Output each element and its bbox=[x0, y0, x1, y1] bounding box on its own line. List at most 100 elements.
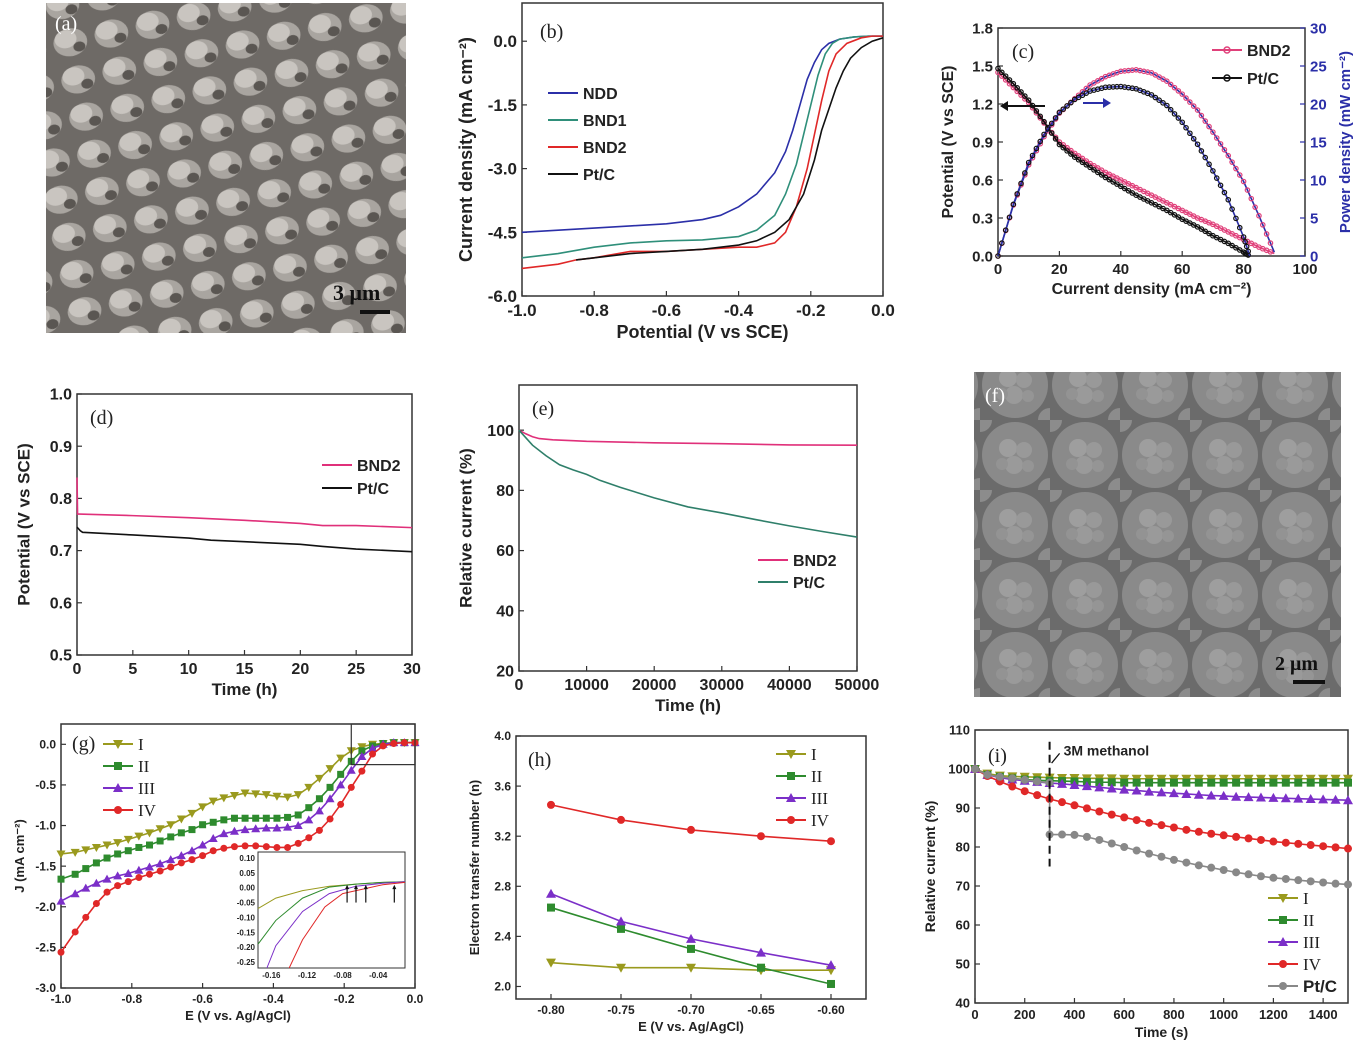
x-tick-label: 0 bbox=[73, 661, 82, 678]
data-point bbox=[1160, 100, 1166, 106]
data-point bbox=[757, 963, 765, 972]
data-point bbox=[1207, 778, 1216, 787]
data-point bbox=[971, 765, 979, 773]
inset-series-line bbox=[257, 881, 406, 945]
x-tick-label: -0.60 bbox=[817, 1003, 845, 1017]
data-point bbox=[188, 856, 196, 864]
data-point bbox=[1268, 792, 1279, 802]
data-point bbox=[1082, 832, 1091, 841]
data-point bbox=[1232, 778, 1241, 787]
data-point bbox=[262, 814, 270, 822]
data-point bbox=[1182, 825, 1191, 834]
chart-d: 0 5 10 15 20 25 30 0.5 0.6 0.7 0.8 0.9 1.0 Time (h) Po… bbox=[14, 387, 421, 699]
data-point bbox=[1106, 783, 1117, 793]
data-point bbox=[1145, 818, 1154, 827]
data-point bbox=[1091, 167, 1097, 173]
scale-bar-label-a: 3 μm bbox=[333, 280, 380, 305]
x-tick-label: -0.6 bbox=[652, 301, 681, 320]
panel-a-sem-image: (a) 3 μm bbox=[46, 3, 406, 333]
legend-label: Pt/C bbox=[357, 481, 389, 498]
data-point bbox=[1194, 827, 1203, 836]
data-point bbox=[1193, 789, 1204, 799]
panel-label-d: (d) bbox=[90, 407, 113, 429]
data-point bbox=[1344, 880, 1352, 889]
chart-c: 0 20 40 60 80 100 0.0 0.3 0.6 0.9 1.2 1.5 1.8 0 5 10 15 2… bbox=[940, 20, 1354, 298]
data-point bbox=[1169, 855, 1178, 864]
data-point bbox=[220, 844, 228, 852]
data-point bbox=[1187, 99, 1193, 105]
arrow-right-head-icon bbox=[1103, 98, 1111, 108]
x-tick-label: 80 bbox=[1235, 261, 1252, 278]
y-tick-label: -2.5 bbox=[35, 941, 56, 955]
data-point bbox=[1157, 821, 1166, 830]
data-point bbox=[1259, 222, 1266, 228]
data-point bbox=[1041, 118, 1047, 125]
data-point bbox=[787, 772, 795, 780]
inset-y-tick-label: -0.15 bbox=[237, 928, 256, 937]
data-point bbox=[325, 765, 335, 774]
data-point bbox=[1269, 837, 1278, 846]
legend-label: III bbox=[138, 779, 155, 798]
data-point bbox=[995, 253, 1001, 259]
x-tick-label: 0 bbox=[994, 261, 1002, 278]
y-tick-label: -2.0 bbox=[35, 900, 56, 914]
x-tick-label: -0.4 bbox=[263, 992, 284, 1006]
data-point bbox=[57, 875, 65, 883]
data-point bbox=[315, 795, 323, 803]
x-tick-label: 1200 bbox=[1259, 1007, 1288, 1022]
data-point bbox=[1294, 839, 1303, 848]
legend-label: BND2 bbox=[1247, 43, 1291, 60]
data-point bbox=[294, 811, 302, 819]
x-axis-label: Time (s) bbox=[1135, 1024, 1188, 1040]
data-point bbox=[1145, 778, 1154, 787]
data-point bbox=[1294, 876, 1303, 885]
sem-pillar-array bbox=[46, 3, 406, 333]
data-point bbox=[176, 815, 186, 824]
annotation-arrow-icon bbox=[1051, 752, 1061, 764]
x-tick-label: -0.4 bbox=[724, 301, 754, 320]
data-point bbox=[198, 803, 208, 812]
data-point bbox=[241, 814, 249, 822]
y-tick-label: 0.6 bbox=[972, 172, 993, 189]
data-point bbox=[71, 928, 79, 936]
data-point bbox=[1169, 778, 1178, 787]
data-point bbox=[167, 863, 175, 871]
data-point bbox=[1056, 141, 1063, 148]
data-point bbox=[1041, 131, 1047, 138]
data-point bbox=[1156, 787, 1167, 797]
data-point bbox=[113, 783, 123, 792]
series-line-bnd1 bbox=[521, 35, 883, 259]
data-point bbox=[369, 750, 377, 758]
data-point bbox=[1068, 151, 1074, 157]
y2-tick-label: 15 bbox=[1310, 134, 1327, 151]
data-point bbox=[1331, 843, 1340, 852]
data-point bbox=[1210, 129, 1216, 135]
data-point bbox=[1052, 115, 1059, 121]
data-point bbox=[368, 743, 378, 752]
data-point bbox=[1069, 779, 1080, 789]
y-tick-label: 3.6 bbox=[494, 779, 511, 793]
y-tick-label: 1.0 bbox=[50, 387, 72, 404]
x-tick-label: 60 bbox=[1174, 261, 1191, 278]
data-point bbox=[1171, 84, 1178, 91]
data-point bbox=[1236, 172, 1243, 178]
data-point bbox=[124, 847, 132, 855]
data-point bbox=[786, 793, 796, 802]
data-point bbox=[273, 843, 281, 851]
data-point bbox=[1060, 144, 1067, 151]
data-point bbox=[220, 816, 228, 824]
y2-tick-label: 30 bbox=[1310, 20, 1327, 37]
data-point bbox=[261, 823, 271, 832]
data-point bbox=[240, 789, 250, 798]
x-tick-label: 100 bbox=[1292, 261, 1317, 278]
inset-y-tick-label: -0.20 bbox=[237, 943, 256, 952]
scale-bar-label-f: 2 μm bbox=[1275, 653, 1318, 675]
data-point bbox=[1020, 787, 1029, 796]
data-point bbox=[1075, 156, 1082, 163]
data-point bbox=[315, 826, 323, 834]
y-tick-label: 60 bbox=[956, 918, 970, 933]
legend-label: II bbox=[138, 757, 150, 776]
data-point bbox=[1079, 159, 1086, 166]
legend-label: BND2 bbox=[357, 458, 401, 475]
data-point bbox=[1267, 240, 1274, 246]
